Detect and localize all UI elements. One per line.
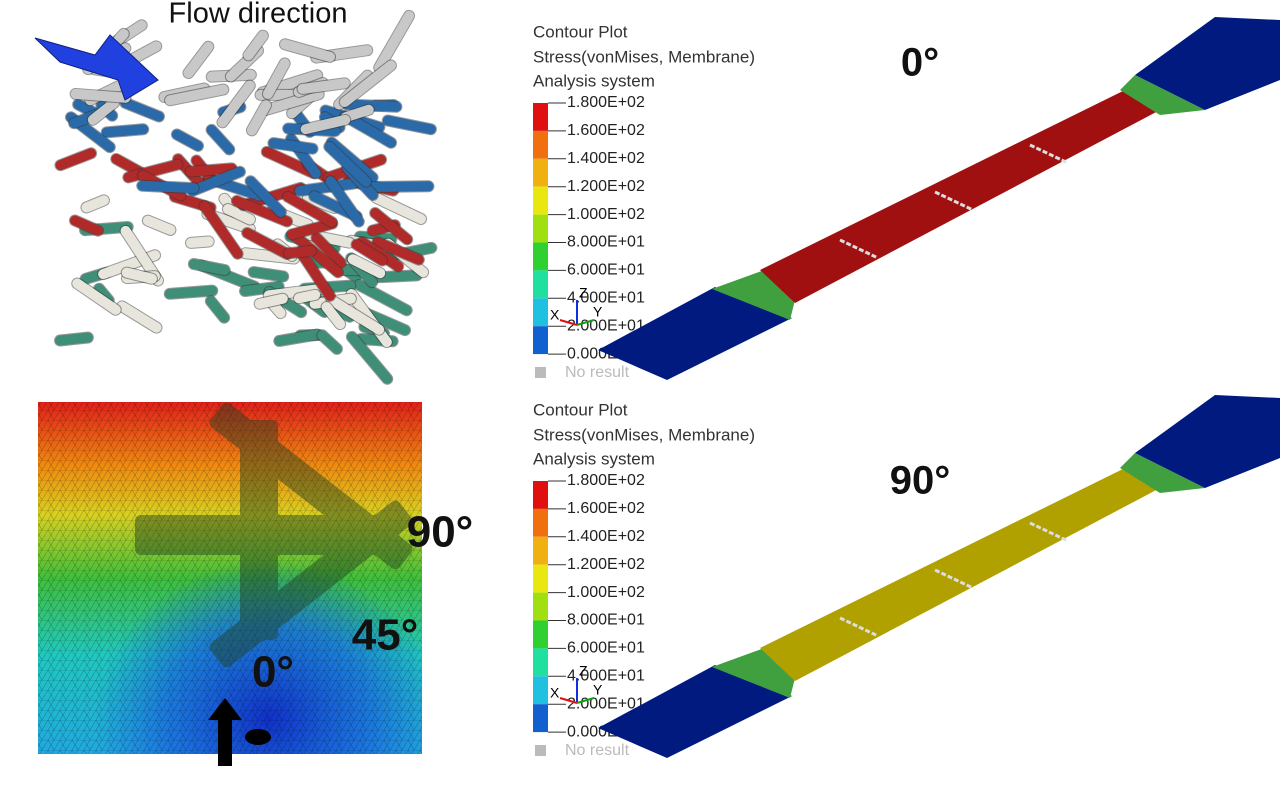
no-result-swatch xyxy=(535,367,546,378)
fiber xyxy=(76,94,126,98)
fiber xyxy=(127,273,152,279)
plot-subtitle: Stress(vonMises, Membrane) xyxy=(533,425,755,444)
no-result-swatch xyxy=(535,745,546,756)
plot-title: Contour Plot xyxy=(533,22,628,41)
mold-panel xyxy=(38,400,422,766)
legend-band xyxy=(533,243,548,271)
plot-system: Analysis system xyxy=(533,71,655,90)
fiber xyxy=(254,272,284,276)
legend-band xyxy=(533,565,548,593)
flow-label: Flow direction xyxy=(169,0,348,30)
gauge xyxy=(760,90,1160,303)
fiber xyxy=(191,242,209,243)
fiber xyxy=(60,338,88,341)
triad-label: X xyxy=(550,685,560,701)
legend-band xyxy=(533,187,548,215)
plot-title: Contour Plot xyxy=(533,400,628,419)
legend-label: 1.200E+02 xyxy=(567,556,645,573)
triad-label: Z xyxy=(579,663,588,679)
contour-plot: Contour Plot Stress(vonMises, Membrane) An… xyxy=(533,395,1280,759)
triad-label: X xyxy=(550,307,560,323)
legend-label: 1.200E+02 xyxy=(567,178,645,195)
angle-label: 0° xyxy=(901,41,939,85)
legend-label: 8.000E+01 xyxy=(567,612,645,629)
figure: Flow direction 90° 45° 0° Contour Plot St… xyxy=(0,0,1280,791)
legend-label: 1.400E+02 xyxy=(567,528,645,545)
fiber xyxy=(170,291,213,294)
angle-label: 90° xyxy=(890,459,951,503)
legend-band xyxy=(533,298,548,326)
fiber xyxy=(212,130,230,150)
legend-band xyxy=(533,103,548,131)
triad-label: Y xyxy=(593,682,603,698)
fiber xyxy=(322,335,337,349)
legend-label: 1.800E+02 xyxy=(567,472,645,489)
legend-band xyxy=(533,159,548,187)
angle-label: 0° xyxy=(252,648,294,697)
fiber xyxy=(107,129,144,132)
legend-band xyxy=(533,509,548,537)
legend-label: 6.000E+01 xyxy=(567,640,645,657)
gauge xyxy=(760,468,1160,681)
legend-band xyxy=(533,270,548,298)
no-result-label: No result xyxy=(565,742,630,759)
fiber xyxy=(285,44,330,57)
fiber xyxy=(299,295,315,298)
fiber xyxy=(194,264,225,270)
fiber xyxy=(142,186,194,188)
triad-label: Y xyxy=(593,304,603,320)
contour-plot: Contour Plot Stress(vonMises, Membrane) An… xyxy=(533,17,1280,381)
legend-band xyxy=(533,676,548,704)
legend-label: 1.000E+02 xyxy=(567,584,645,601)
legend-band xyxy=(533,537,548,565)
legend-label: 1.600E+02 xyxy=(567,122,645,139)
fiber xyxy=(86,200,103,207)
legend-label: 1.000E+02 xyxy=(567,206,645,223)
legend-label: 1.400E+02 xyxy=(567,150,645,167)
angle-label: 90° xyxy=(407,508,474,557)
angle-label: 45° xyxy=(352,611,419,660)
fiber xyxy=(190,168,231,171)
plot-system: Analysis system xyxy=(533,449,655,468)
fiber xyxy=(273,143,312,149)
fiber xyxy=(289,251,312,253)
legend-band xyxy=(533,621,548,649)
fiber xyxy=(302,83,344,89)
fiber xyxy=(211,301,224,317)
fiber xyxy=(122,306,156,327)
legend-band xyxy=(533,704,548,732)
legend-label: 1.600E+02 xyxy=(567,500,645,517)
no-result-label: No result xyxy=(565,364,630,381)
fiber xyxy=(252,105,266,130)
fiber xyxy=(148,221,171,230)
fiber xyxy=(60,153,91,165)
fiber xyxy=(260,299,283,304)
legend-band xyxy=(533,481,548,509)
specimen xyxy=(598,395,1280,758)
legend-band xyxy=(533,215,548,243)
fiber xyxy=(279,335,317,341)
fiber xyxy=(379,16,409,68)
legend-band xyxy=(533,131,548,159)
fiber xyxy=(75,221,98,231)
fiber xyxy=(177,134,198,145)
legend-band xyxy=(533,648,548,676)
fiber xyxy=(125,103,159,117)
legend-label: 1.800E+02 xyxy=(567,94,645,111)
legend-label: 8.000E+01 xyxy=(567,234,645,251)
plot-subtitle: Stress(vonMises, Membrane) xyxy=(533,47,755,66)
legend-label: 6.000E+01 xyxy=(567,262,645,279)
triad-label: Z xyxy=(579,285,588,301)
legend-band xyxy=(533,593,548,621)
fiber xyxy=(370,186,428,187)
legend-band xyxy=(533,326,548,354)
